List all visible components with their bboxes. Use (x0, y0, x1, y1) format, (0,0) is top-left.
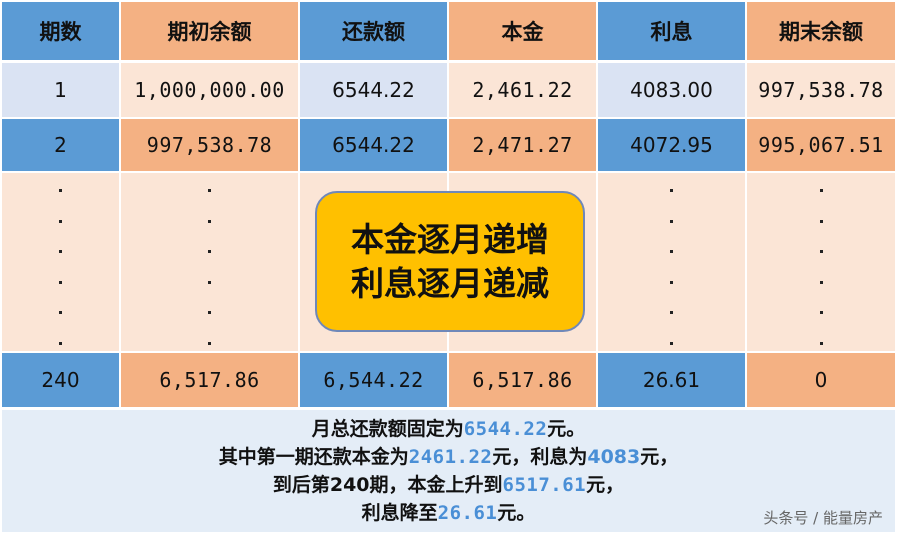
header-closing-balance: 期末余额 (747, 2, 895, 60)
table-cell: 6,517.86 (121, 353, 298, 407)
ellipsis-column (747, 173, 895, 351)
highlight-number: 2461.22 (408, 446, 493, 468)
highlight-number: 6517.61 (502, 474, 587, 496)
header-opening-balance: 期初余额 (121, 2, 298, 60)
highlight-number: 26.61 (437, 502, 498, 524)
table-cell: 6544.22 (300, 119, 447, 171)
table-cell: 4083.00 (598, 63, 745, 117)
ellipsis-column (598, 173, 745, 351)
table-cell: 4072.95 (598, 119, 745, 171)
table-cell: 6,544.22 (300, 353, 447, 407)
header-principal: 本金 (449, 2, 596, 60)
table-cell: 0 (747, 353, 895, 407)
note-line: 其中第一期还款本金为2461.22元，利息为4083元， (218, 446, 679, 468)
table-cell: 240 (2, 353, 119, 407)
note-line: 月总还款额固定为6544.22元。 (311, 418, 586, 440)
callout-box: 本金逐月递增 利息逐月递减 (315, 191, 585, 332)
highlight-number: 4083 (587, 446, 641, 468)
header-interest: 利息 (598, 2, 745, 60)
table-cell: 6,517.86 (449, 353, 596, 407)
table-cell: 26.61 (598, 353, 745, 407)
table-cell: 1,000,000.00 (121, 63, 298, 117)
table-cell: 1 (2, 63, 119, 117)
ellipsis-column (2, 173, 119, 351)
table-cell: 997,538.78 (747, 63, 895, 117)
header-period: 期数 (2, 2, 119, 60)
table-cell: 2,471.27 (449, 119, 596, 171)
note-line: 利息降至26.61元。 (361, 502, 536, 524)
callout-line-principal: 本金逐月递增 (351, 219, 549, 259)
summary-note: 月总还款额固定为6544.22元。 其中第一期还款本金为2461.22元，利息为… (2, 410, 895, 532)
highlight-number: 6544.22 (463, 418, 548, 440)
ellipsis-column (121, 173, 298, 351)
header-payment: 还款额 (300, 2, 447, 60)
table-cell: 2 (2, 119, 119, 171)
watermark: 头条号 / 能量房产 (763, 509, 883, 527)
callout-line-interest: 利息逐月递减 (351, 263, 549, 303)
table-cell: 995,067.51 (747, 119, 895, 171)
table-cell: 2,461.22 (449, 63, 596, 117)
table-cell: 6544.22 (300, 63, 447, 117)
note-line: 到后第240期，本金上升到6517.61元， (272, 474, 625, 496)
table-cell: 997,538.78 (121, 119, 298, 171)
